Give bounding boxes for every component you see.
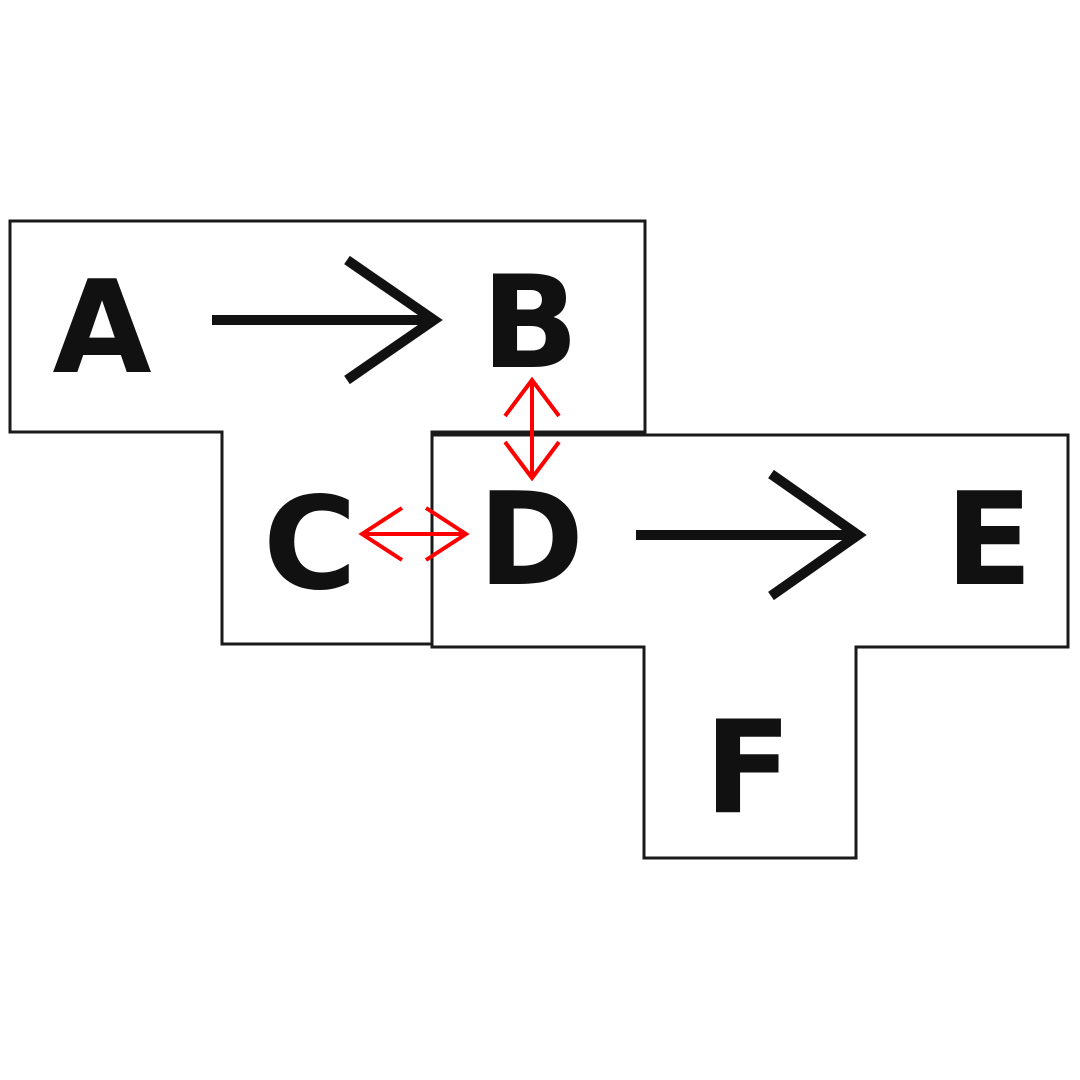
double-arrow-c-d bbox=[358, 506, 470, 562]
arrow-a-to-b bbox=[212, 255, 443, 385]
node-b-label: B bbox=[481, 249, 579, 398]
node-c-label: C bbox=[263, 470, 357, 619]
double-arrow-b-d bbox=[503, 376, 561, 482]
node-d-label: D bbox=[478, 466, 584, 615]
right-shape-outline bbox=[430, 433, 1070, 860]
node-e-label: E bbox=[945, 466, 1032, 615]
node-a-label: A bbox=[52, 254, 151, 403]
arrow-d-to-e bbox=[636, 469, 867, 601]
node-f-label: F bbox=[704, 694, 791, 843]
